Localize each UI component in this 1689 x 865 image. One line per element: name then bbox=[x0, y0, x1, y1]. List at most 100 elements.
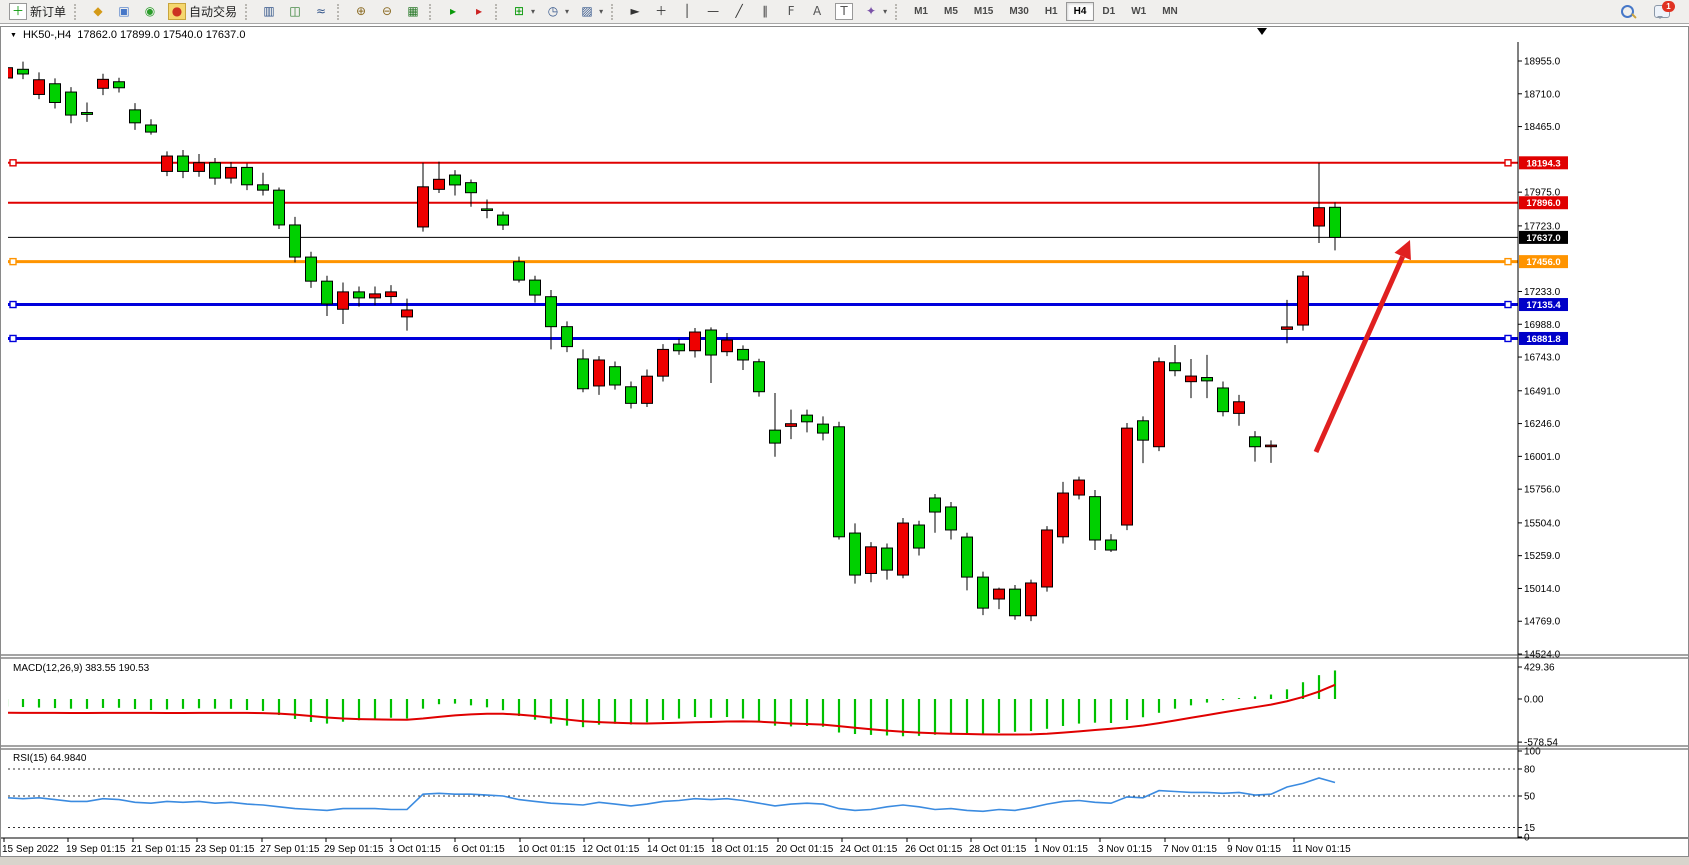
date-tick-label: 23 Sep 01:15 bbox=[195, 844, 255, 855]
chart-shift-button[interactable]: ▸ bbox=[466, 2, 492, 21]
timeframe-button-h4[interactable]: H4 bbox=[1065, 2, 1095, 21]
timeframe-button-h1[interactable]: H1 bbox=[1044, 6, 1058, 17]
date-tick-label: 1 Nov 01:15 bbox=[1034, 844, 1088, 855]
shapes-dropdown[interactable]: ✦ ▾ bbox=[858, 2, 892, 21]
profiles-dropdown[interactable]: ◷ ▾ bbox=[540, 2, 574, 21]
line-marker-icon[interactable] bbox=[1504, 300, 1512, 309]
date-tick-label: 28 Oct 01:15 bbox=[969, 844, 1027, 855]
candle bbox=[1201, 354, 1213, 399]
candle bbox=[545, 289, 557, 350]
date-tick-label: 14 Oct 01:15 bbox=[647, 844, 705, 855]
signals-button[interactable]: ◉ bbox=[137, 2, 163, 21]
price-tick-label: 16246.0 bbox=[1524, 419, 1561, 430]
candle bbox=[273, 187, 285, 229]
line-chart-button[interactable]: ≈ bbox=[308, 2, 334, 21]
trendline-button[interactable]: ╱ bbox=[726, 2, 752, 21]
timeframe-button-mn[interactable]: MN bbox=[1162, 6, 1178, 17]
zoom-in-icon: ⊕ bbox=[356, 4, 367, 18]
chart-ohlc-values: 17862.0 17899.0 17540.0 17637.0 bbox=[77, 29, 246, 41]
date-tick-label: 12 Oct 01:15 bbox=[582, 844, 640, 855]
autotrading-button[interactable]: ● 自动交易 bbox=[163, 2, 242, 21]
candle bbox=[753, 358, 765, 397]
candlestick-chart-button[interactable]: ◫ bbox=[282, 2, 308, 21]
main-chart-area[interactable] bbox=[2, 58, 1519, 622]
zoom-in-button[interactable]: ⊕ bbox=[348, 2, 374, 21]
date-tick-label: 21 Sep 01:15 bbox=[131, 844, 191, 855]
candle bbox=[385, 285, 397, 304]
zoom-out-button[interactable]: ⊖ bbox=[374, 2, 400, 21]
annotation-arrow-shaft[interactable] bbox=[1313, 255, 1405, 454]
candle bbox=[1249, 431, 1261, 462]
horizontal-line-button[interactable]: — bbox=[700, 2, 726, 21]
bar-chart-button[interactable]: ▥ bbox=[256, 2, 282, 21]
line-marker-icon[interactable] bbox=[9, 300, 17, 309]
fibonacci-button[interactable]: F bbox=[778, 2, 804, 21]
templates-dropdown[interactable]: ▨ ▾ bbox=[574, 2, 608, 21]
rsi-panel[interactable] bbox=[7, 768, 1518, 828]
timeframe-button-w1[interactable]: W1 bbox=[1131, 6, 1147, 17]
timeframe-button-m1[interactable]: M1 bbox=[914, 6, 928, 17]
candle bbox=[1265, 440, 1277, 463]
candle bbox=[1025, 579, 1037, 622]
candle bbox=[1121, 423, 1133, 531]
line-marker-icon[interactable] bbox=[9, 257, 17, 266]
macd-panel[interactable] bbox=[7, 670, 1337, 737]
price-badge-18194.3 bbox=[1519, 156, 1568, 170]
candle bbox=[913, 520, 925, 556]
text-button[interactable]: A bbox=[804, 2, 830, 21]
candle bbox=[689, 328, 701, 358]
annotation-arrow-head[interactable] bbox=[1394, 240, 1411, 261]
price-tick-label: 15756.0 bbox=[1524, 485, 1561, 496]
timeframe-button-m30[interactable]: M30 bbox=[1009, 6, 1029, 17]
price-scale[interactable]: 18955.0 18710.0 18465.0 17975.0 17723.0 17233… bbox=[1517, 42, 1568, 844]
candle bbox=[1057, 481, 1069, 544]
bars-icon: ▥ bbox=[263, 4, 275, 18]
crosshair-button[interactable]: ＋ bbox=[648, 2, 674, 21]
date-tick-label: 29 Sep 01:15 bbox=[324, 844, 384, 855]
candle bbox=[865, 542, 877, 583]
channel-button[interactable]: ∥ bbox=[752, 2, 778, 21]
line-marker-icon[interactable] bbox=[1504, 334, 1512, 343]
price-badge-label: 17135.4 bbox=[1526, 300, 1561, 311]
candle bbox=[193, 154, 205, 177]
price-tick-label: 18465.0 bbox=[1524, 122, 1561, 133]
new-order-button[interactable]: ＋新订单 bbox=[4, 2, 71, 21]
tile-windows-button[interactable]: ▦ bbox=[400, 2, 426, 21]
date-tick-label: 11 Nov 01:15 bbox=[1292, 844, 1351, 855]
macd-tick-label: 0.00 bbox=[1524, 695, 1544, 706]
line-marker-icon[interactable] bbox=[1504, 257, 1512, 266]
candle bbox=[993, 587, 1005, 610]
toolbar-grip bbox=[429, 3, 435, 20]
candle bbox=[321, 275, 333, 316]
search-button[interactable] bbox=[1616, 2, 1639, 21]
chart-collapse-icon[interactable]: ▼ bbox=[10, 31, 17, 39]
cursor-button[interactable]: ► bbox=[622, 2, 648, 21]
new-chart-dropdown[interactable]: ⊞ ▾ bbox=[506, 2, 540, 21]
label-button[interactable]: T bbox=[830, 2, 858, 21]
data-window-button[interactable]: ▣ bbox=[111, 2, 137, 21]
line-marker-icon[interactable] bbox=[9, 334, 17, 343]
candle bbox=[1041, 526, 1053, 592]
candle bbox=[465, 179, 477, 207]
line-marker-icon[interactable] bbox=[9, 159, 17, 167]
market-watch-button[interactable]: ◆ bbox=[85, 2, 111, 21]
timeframe-button-m5[interactable]: M5 bbox=[944, 6, 958, 17]
timeframe-button-m15[interactable]: M15 bbox=[973, 6, 994, 17]
main-toolbar: ＋新订单 ◆ ▣ ◉ ● 自动交易 ▥ ◫ ≈ ⊕ ⊖ ▦ ▸ ▸ ⊞ ▾ ◷ ▾ ▨ ▾ ► ＋ │ — ╱ ∥ F A T ✦ ▾ M1 M… bbox=[0, 0, 1689, 24]
candle bbox=[417, 162, 429, 232]
labelT-icon: T bbox=[835, 3, 854, 20]
rsi-line bbox=[8, 777, 1336, 813]
timeframe-button-d1[interactable]: D1 bbox=[1102, 6, 1116, 17]
toolbar-grip bbox=[245, 3, 251, 20]
notifications-button[interactable]: 1 bbox=[1649, 1, 1675, 21]
line-marker-icon[interactable] bbox=[1504, 159, 1512, 167]
dropdown-caret-icon: ▾ bbox=[599, 7, 604, 16]
candle bbox=[593, 356, 605, 395]
rsi-tick-label: 15 bbox=[1524, 823, 1536, 834]
time-scale[interactable]: 15 Sep 2022 19 Sep 01:15 21 Sep 01:15 23 Se… bbox=[1, 837, 1688, 855]
price-tick-label: 17233.0 bbox=[1524, 287, 1561, 298]
price-badge-label: 17637.0 bbox=[1526, 233, 1560, 244]
autoscroll-button[interactable]: ▸ bbox=[440, 2, 466, 21]
vertical-line-button[interactable]: │ bbox=[674, 2, 700, 21]
